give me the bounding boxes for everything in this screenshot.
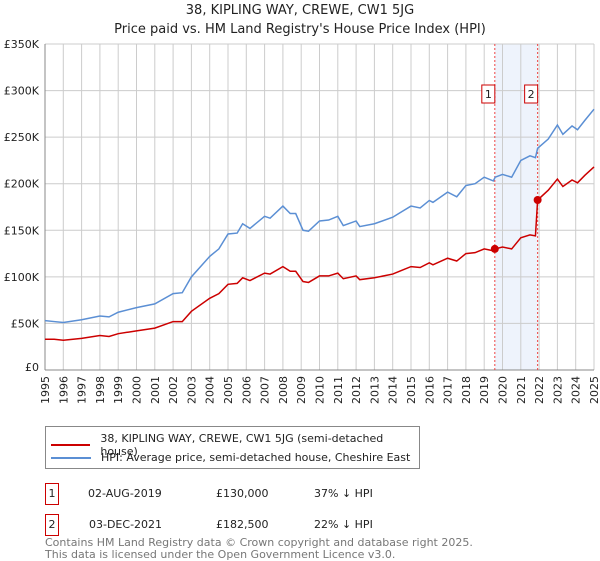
y-tick-label: £250K <box>4 131 40 144</box>
sale-badge: 1 <box>45 483 59 505</box>
hpi-line <box>44 108 595 324</box>
sale-label: 1 <box>485 88 492 101</box>
x-tick-label: 2002 <box>167 376 180 404</box>
legend-swatch-red <box>51 444 91 446</box>
x-tick-label: 2004 <box>204 376 217 404</box>
x-tick-label: 2025 <box>588 376 600 404</box>
sale-point <box>490 244 499 253</box>
legend-label: 38, KIPLING WAY, CREWE, CW1 5JG (semi-de… <box>100 432 384 458</box>
footer-copyright: Contains HM Land Registry data © Crown c… <box>45 536 473 549</box>
x-tick-label: 2020 <box>497 376 510 404</box>
x-tick-label: 2006 <box>240 376 253 404</box>
x-tick-label: 1998 <box>94 376 107 404</box>
chart-subtitle: Price paid vs. HM Land Registry's House … <box>114 22 486 37</box>
sale-label-box <box>524 84 539 104</box>
legend-swatch-blue <box>51 456 91 459</box>
x-tick-label: 1999 <box>112 376 125 404</box>
sale-price: £130,000 <box>216 487 269 500</box>
x-tick-label: 2021 <box>515 376 528 404</box>
x-tick-label: 2022 <box>533 376 546 404</box>
x-tick-label: 2017 <box>442 376 455 404</box>
sale-price: £182,500 <box>216 518 269 531</box>
x-tick-label: 2001 <box>149 376 162 404</box>
sale-label: 2 <box>528 88 535 101</box>
property-price-line <box>45 166 595 341</box>
sale-badge: 2 <box>45 514 59 536</box>
legend-item-property: 38, KIPLING WAY, CREWE, CW1 5JG (semi-de… <box>51 432 419 458</box>
y-tick-label: £350K <box>4 38 40 51</box>
x-tick-label: 2019 <box>478 376 491 404</box>
x-tick-label: 2007 <box>259 376 272 404</box>
y-tick-label: £200K <box>4 178 40 191</box>
y-tick-label: £50K <box>11 317 40 330</box>
y-tick-label: £100K <box>4 271 40 284</box>
sale-hpi-diff: 22% ↓ HPI <box>314 518 373 531</box>
x-tick-label: 2014 <box>387 376 400 404</box>
table-row: 1 02-AUG-2019 £130,000 37% ↓ HPI <box>45 483 445 505</box>
x-tick-label: 2013 <box>368 376 381 404</box>
y-tick-label: £0 <box>25 361 39 374</box>
x-tick-label: 2012 <box>350 376 363 404</box>
x-tick-label: 1995 <box>39 376 52 404</box>
sale-point <box>533 196 542 205</box>
chart-title: 38, KIPLING WAY, CREWE, CW1 5JG <box>185 3 415 18</box>
x-tick-label: 2011 <box>332 376 345 404</box>
y-tick-label: £150K <box>4 224 40 237</box>
sale-date: 02-AUG-2019 <box>88 487 162 500</box>
x-tick-label: 2023 <box>551 376 564 404</box>
x-tick-label: 2024 <box>570 376 583 404</box>
x-tick-label: 1996 <box>57 376 70 404</box>
x-tick-label: 1997 <box>76 376 89 404</box>
x-tick-label: 2016 <box>423 376 436 404</box>
sale-label-box <box>481 84 496 104</box>
footer-licence: This data is licensed under the Open Gov… <box>45 548 396 561</box>
x-tick-label: 2008 <box>277 376 290 404</box>
sale-hpi-diff: 37% ↓ HPI <box>314 487 373 500</box>
price-chart: 1995 1996 1997 1998 1999 2000 2001 2002 2003 2004… <box>4 38 600 404</box>
sale-date: 03-DEC-2021 <box>89 518 163 531</box>
y-tick-label: £300K <box>4 85 40 98</box>
legend-item-hpi: HPI: Average price, semi-detached house,… <box>51 451 410 464</box>
legend: 38, KIPLING WAY, CREWE, CW1 5JG (semi-de… <box>45 426 420 469</box>
x-tick-label: 2003 <box>185 376 198 404</box>
legend-label: HPI: Average price, semi-detached house,… <box>101 451 411 464</box>
x-tick-label: 2010 <box>314 376 327 404</box>
x-tick-label: 2005 <box>222 376 235 404</box>
table-row: 2 03-DEC-2021 £182,500 22% ↓ HPI <box>45 514 445 536</box>
x-tick-label: 2018 <box>460 376 473 404</box>
x-tick-label: 2000 <box>131 376 144 404</box>
x-tick-label: 2015 <box>405 376 418 404</box>
x-tick-label: 2009 <box>295 376 308 404</box>
